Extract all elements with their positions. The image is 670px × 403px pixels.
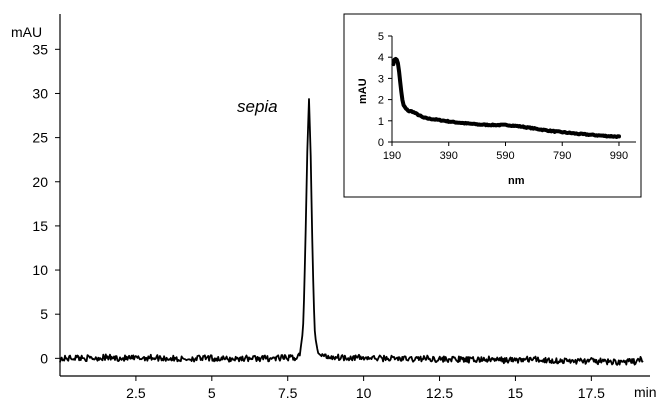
inset-y-axis-label: mAU [357, 78, 369, 104]
main-y-tick-label: 15 [32, 218, 48, 234]
inset-y-tick-label: 2 [378, 95, 384, 107]
inset-y-tick-label: 5 [378, 31, 384, 43]
main-x-tick-label: 12.5 [426, 385, 453, 401]
inset-x-tick-label: 790 [553, 150, 571, 162]
main-x-tick-label: 5 [208, 385, 216, 401]
inset-y-tick-label: 4 [378, 52, 384, 64]
uv-spectrum-trace [391, 56, 621, 139]
main-x-tick-label: 2.5 [126, 385, 146, 401]
chromatogram-trace [59, 98, 644, 366]
main-y-tick-label: 25 [32, 130, 48, 146]
main-y-tick-label: 10 [32, 262, 48, 278]
main-x-tick-label: 15 [508, 385, 524, 401]
inset-axis-ticks: 190 390 590 790 990 0 1 2 3 4 5 [378, 31, 628, 162]
main-x-axis-label: min [634, 384, 657, 400]
main-x-tick-label: 17.5 [578, 385, 605, 401]
main-x-tick-label: 7.5 [278, 385, 298, 401]
main-x-tick-label: 10 [356, 385, 372, 401]
main-y-axis-label: mAU [11, 24, 42, 40]
main-y-tick-label: 20 [32, 174, 48, 190]
inset-x-tick-label: 390 [440, 150, 458, 162]
inset-x-axis-label: nm [508, 175, 525, 187]
main-y-tick-label: 5 [40, 306, 48, 322]
main-y-tick-label: 30 [32, 85, 48, 101]
main-y-tick-label: 0 [40, 350, 48, 366]
inset-x-tick-label: 590 [496, 150, 514, 162]
main-y-tick-label: 35 [32, 41, 48, 57]
inset-y-tick-label: 0 [378, 137, 384, 149]
inset-y-tick-label: 1 [378, 116, 384, 128]
inset-x-tick-label: 190 [383, 150, 401, 162]
peak-annotation-label: sepia [237, 97, 278, 116]
inset-y-tick-label: 3 [378, 73, 384, 85]
inset-frame [343, 13, 642, 198]
inset-x-tick-label: 990 [610, 150, 628, 162]
